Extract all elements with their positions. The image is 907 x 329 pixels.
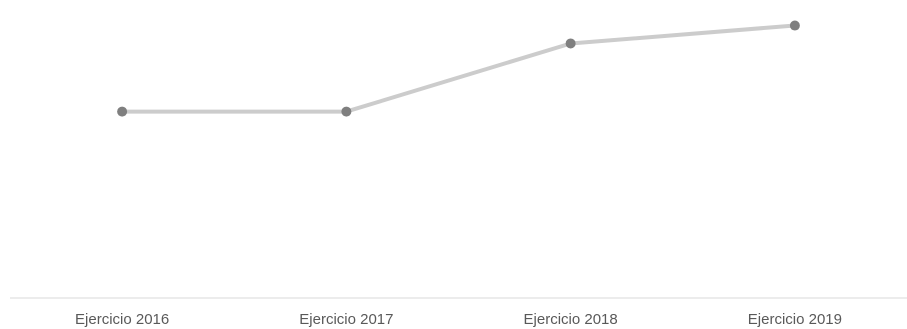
series-group bbox=[117, 20, 800, 117]
data-point-4 bbox=[789, 20, 800, 31]
x-tick-label: Ejercicio 2016 bbox=[75, 311, 169, 328]
data-markers bbox=[117, 20, 800, 117]
x-tick-label: Ejercicio 2019 bbox=[748, 311, 842, 328]
data-point-1 bbox=[117, 106, 128, 117]
data-point-3 bbox=[565, 38, 576, 49]
data-point-2 bbox=[341, 106, 352, 117]
series-line bbox=[120, 23, 797, 114]
x-tick-label: Ejercicio 2017 bbox=[299, 311, 393, 328]
x-tick-label: Ejercicio 2018 bbox=[524, 311, 618, 328]
x-tick-labels: Ejercicio 2016 Ejercicio 2017 Ejercicio 20… bbox=[75, 311, 842, 328]
